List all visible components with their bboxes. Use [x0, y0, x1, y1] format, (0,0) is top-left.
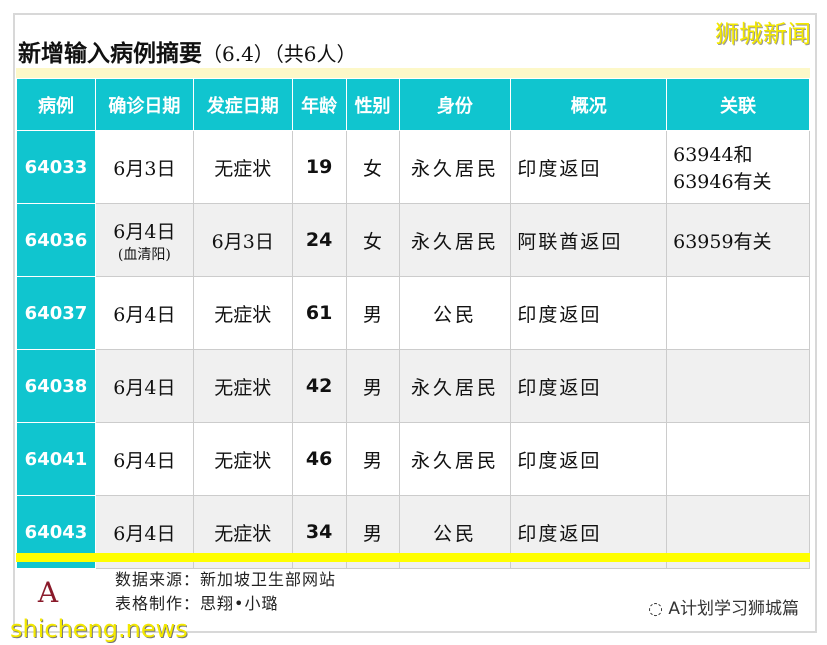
- age: 19: [291, 130, 347, 204]
- wechat-account: ◌ A计划学习狮城篇: [648, 599, 799, 619]
- case-id: 64038: [16, 349, 96, 423]
- link: [666, 349, 810, 423]
- link: 63944和 63946有关: [666, 130, 810, 204]
- cases-table: 病例 确诊日期 发症日期 年龄 性别 身份 概况 关联 64033 6月3日 无症状 19 女…: [16, 78, 810, 569]
- sex: 男: [345, 349, 400, 423]
- confirm-date: 6月4日: [94, 349, 194, 423]
- column-header: 关联: [666, 78, 810, 131]
- status: 永久居民: [398, 349, 512, 423]
- summary: 印度返回: [510, 130, 668, 204]
- summary: 印度返回: [510, 276, 668, 350]
- source-text: 数据来源：新加坡卫生部网站: [115, 570, 337, 589]
- confirm-date: 6月4日: [94, 422, 194, 496]
- onset-date: 无症状: [192, 422, 293, 496]
- column-header: 确诊日期: [94, 78, 194, 131]
- age: 42: [291, 349, 347, 423]
- maker-text: 表格制作：思翔•小璐: [115, 594, 279, 613]
- table-row: 64041 6月4日 无症状 46 男 永久居民 印度返回: [16, 422, 810, 496]
- wechat-icon: ◌: [648, 599, 669, 619]
- onset-date: 无症状: [192, 349, 293, 423]
- watermark: shicheng.news: [10, 615, 188, 643]
- sex: 女: [345, 130, 400, 204]
- summary: 印度返回: [510, 422, 668, 496]
- status: 公民: [398, 276, 512, 350]
- page-title: 新增输入病例摘要（6.4）（共6人）: [18, 41, 357, 67]
- confirm-date: 6月4日 (血清阳): [94, 203, 194, 277]
- sex: 男: [345, 422, 400, 496]
- age: 46: [291, 422, 347, 496]
- case-id: 64036: [16, 203, 96, 277]
- case-id: 64041: [16, 422, 96, 496]
- title-strip: [16, 68, 810, 78]
- status: 永久居民: [398, 203, 512, 277]
- link: [666, 276, 810, 350]
- table-row: 64038 6月4日 无症状 42 男 永久居民 印度返回: [16, 349, 810, 423]
- table-row: 64037 6月4日 无症状 61 男 公民 印度返回: [16, 276, 810, 350]
- age: 61: [291, 276, 347, 350]
- status: 永久居民: [398, 130, 512, 204]
- column-header: 病例: [16, 78, 96, 131]
- link: [666, 422, 810, 496]
- column-header: 发症日期: [192, 78, 293, 131]
- table-row: 64036 6月4日 (血清阳) 6月3日 24 女 永久居民 阿联酋返回 639…: [16, 203, 810, 277]
- age: 24: [291, 203, 347, 277]
- case-id: 64033: [16, 130, 96, 204]
- confirm-date: 6月3日: [94, 130, 194, 204]
- onset-date: 无症状: [192, 130, 293, 204]
- logo-icon: A: [37, 576, 59, 609]
- summary: 印度返回: [510, 349, 668, 423]
- onset-date: 无症状: [192, 276, 293, 350]
- summary: 阿联酋返回: [510, 203, 668, 277]
- column-header: 性别: [345, 78, 400, 131]
- sex: 男: [345, 276, 400, 350]
- table-row: 64033 6月3日 无症状 19 女 永久居民 印度返回 63944和 6394…: [16, 130, 810, 204]
- onset-date: 6月3日: [192, 203, 293, 277]
- link: 63959有关: [666, 203, 810, 277]
- status: 永久居民: [398, 422, 512, 496]
- column-header: 概况: [510, 78, 668, 131]
- confirm-date: 6月4日: [94, 276, 194, 350]
- case-id: 64037: [16, 276, 96, 350]
- sex: 女: [345, 203, 400, 277]
- brand-logo-text: 狮城新闻: [715, 20, 811, 48]
- column-header: 身份: [398, 78, 512, 131]
- yellow-band: [16, 553, 810, 562]
- column-header: 年龄: [291, 78, 347, 131]
